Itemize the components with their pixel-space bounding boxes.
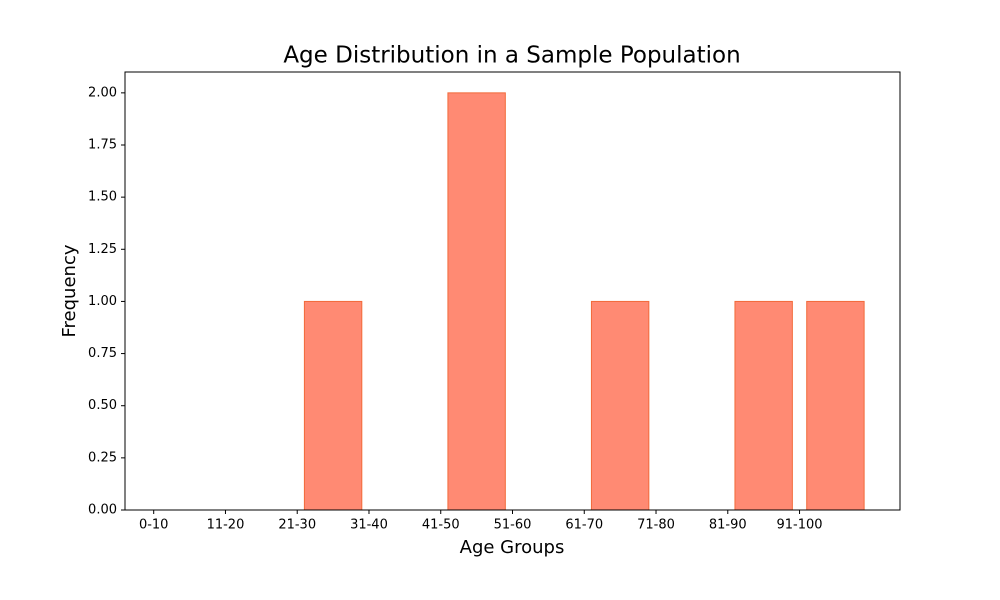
x-tick-label: 41-50 <box>422 518 460 533</box>
x-tick-label: 51-60 <box>494 518 532 533</box>
y-tick-label: 1.00 <box>88 294 117 309</box>
bar <box>447 92 506 511</box>
bar <box>806 300 865 511</box>
x-axis-label: Age Groups <box>460 537 565 558</box>
y-tick-label: 0.00 <box>88 503 117 518</box>
x-tick-label: 91-100 <box>777 518 823 533</box>
y-tick-label: 1.75 <box>88 138 117 153</box>
x-tick-label: 61-70 <box>565 518 603 533</box>
y-tick-label: 0.75 <box>88 346 117 361</box>
y-tick-label: 1.25 <box>88 242 117 257</box>
x-tick-label: 11-20 <box>207 518 245 533</box>
bar <box>590 300 650 511</box>
y-tick-label: 0.25 <box>88 450 117 465</box>
chart-title: Age Distribution in a Sample Population <box>283 43 740 69</box>
x-tick-label: 21-30 <box>278 518 316 533</box>
bar <box>734 300 793 511</box>
x-tick-label: 31-40 <box>350 518 388 533</box>
x-tick-label: 0-10 <box>139 518 169 533</box>
y-tick-label: 1.50 <box>88 190 117 205</box>
bar <box>303 300 363 511</box>
x-tick-label: 71-80 <box>637 518 675 533</box>
x-tick-label: 81-90 <box>709 518 747 533</box>
y-tick-label: 2.00 <box>88 85 117 100</box>
y-axis-label: Frequency <box>59 244 80 337</box>
y-tick-label: 0.50 <box>88 398 117 413</box>
